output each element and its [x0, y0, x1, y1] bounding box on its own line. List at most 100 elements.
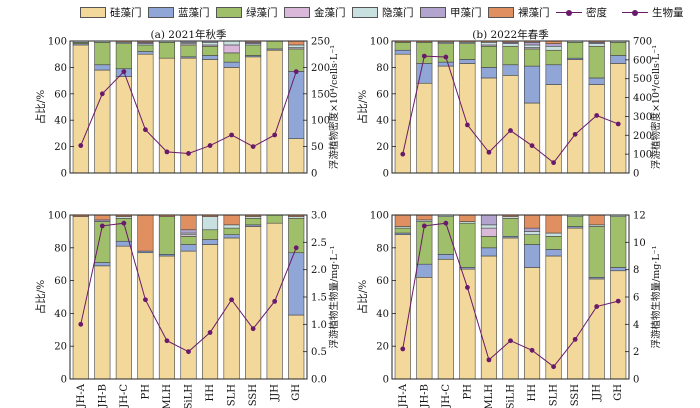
bar-segment — [588, 45, 605, 79]
legend-swatch — [284, 7, 310, 18]
legend-label: 硅藻门 — [110, 7, 142, 19]
y2-axis-label: 浮游植物密度×10⁴/cells·L⁻¹ — [650, 45, 662, 169]
bar-segment — [201, 216, 219, 231]
bar-segment — [201, 42, 219, 46]
y2-tick-label: 200 — [311, 63, 330, 74]
bar-segment — [588, 77, 605, 85]
bar-segment — [158, 216, 176, 255]
bar-segment — [523, 65, 541, 104]
bar-segment — [266, 49, 283, 174]
bar-segment — [545, 45, 562, 51]
bar-segment — [437, 258, 454, 380]
bar-segment — [480, 247, 498, 257]
bar-segment — [394, 49, 411, 55]
bar-segment — [502, 237, 519, 380]
bar-segment — [394, 234, 411, 380]
bar-segment — [545, 214, 562, 234]
y-axis-label: 占比/% — [34, 90, 47, 125]
y-tick-label: 100 — [48, 37, 67, 48]
y2-tick-label: 300 — [633, 112, 652, 123]
bar-segment — [480, 227, 498, 237]
y-tick-label: 60 — [54, 276, 67, 287]
x-tick-label: JH-C — [119, 384, 130, 408]
legend-label: 甲藻门 — [450, 7, 482, 19]
bar-segment — [158, 255, 176, 380]
line-point — [465, 285, 470, 290]
x-tick-label: JJH — [592, 384, 603, 402]
bar-segment — [545, 43, 562, 47]
bar-segment — [137, 214, 154, 252]
line-point — [99, 91, 105, 97]
y2-tick-label: 2 — [633, 347, 639, 358]
legend-item-chlorophyta: 绿藻门 — [216, 6, 278, 19]
bar-segment — [180, 236, 197, 245]
y-tick-label: 0 — [61, 169, 67, 180]
legend-item-cyanobacteria: 蓝藻门 — [148, 6, 210, 19]
line-point — [229, 297, 234, 303]
y-tick-label: 40 — [376, 309, 389, 320]
bar-segment — [545, 236, 562, 250]
chart-panel-top-right: 0 20 40 60 80 100 0 100 200 300 400 500 600 700 占比/% 浮游… — [356, 28, 662, 180]
bar-segment — [288, 48, 305, 72]
bar-segment — [545, 249, 562, 257]
line-point — [250, 144, 256, 150]
bar-segment — [201, 45, 219, 56]
bar-segment — [502, 45, 519, 66]
line-point — [186, 151, 191, 156]
line-point — [551, 160, 556, 166]
bar-segment — [223, 224, 240, 229]
y2-tick-label: 0 — [633, 375, 639, 386]
bar-segment — [502, 217, 519, 237]
legend-swatch — [420, 7, 446, 18]
bar-segment — [266, 214, 283, 224]
legend-item-biomass: 生物量 — [622, 6, 684, 19]
y-tick-label: 20 — [376, 342, 389, 353]
y-axis-label: 占比/% — [356, 90, 369, 125]
x-tick-label: GH — [291, 384, 302, 401]
y-tick-label: 100 — [370, 211, 389, 222]
y-tick-label: 40 — [54, 309, 67, 320]
line-point — [272, 132, 278, 138]
bar-segment — [588, 226, 605, 278]
x-tick-label: MLH — [162, 384, 173, 408]
bar-segment — [288, 40, 305, 46]
bar-segment — [288, 314, 305, 380]
y-tick-label: 100 — [48, 211, 67, 222]
bar-segment — [523, 244, 541, 268]
chart-panel-bottom-right: 0 20 40 60 80 100 0 2 4 6 8 10 12 占比/% 浮游植物生物量/mg·L⁻¹ J… — [356, 211, 662, 408]
y2-tick-label: 250 — [311, 37, 330, 48]
legend-label: 绿藻门 — [246, 7, 278, 19]
y-tick-label: 0 — [383, 169, 389, 180]
legend-swatch — [216, 7, 242, 18]
line-point — [293, 245, 299, 251]
bar-segment — [588, 278, 605, 380]
bar-segment — [245, 56, 262, 174]
y-tick-label: 80 — [54, 63, 67, 74]
panel-title: (a) 2021年秋季 — [150, 28, 227, 41]
bar-segment — [245, 226, 262, 380]
line-point — [229, 132, 234, 138]
bar-segment — [115, 76, 132, 174]
bar-segment — [201, 229, 219, 240]
bar-segment — [201, 55, 219, 60]
bar-segment — [480, 67, 498, 79]
line-point — [508, 338, 513, 344]
bar-segment — [523, 214, 541, 229]
line-point — [78, 143, 84, 148]
bar-segment — [523, 234, 541, 245]
bar-segment — [567, 42, 584, 59]
bar-segment — [394, 227, 411, 234]
y2-tick-label: 150 — [311, 89, 330, 100]
bar-segment — [567, 216, 584, 227]
bar-segment — [94, 262, 111, 267]
bar-segment — [588, 43, 605, 47]
bar-segment — [610, 216, 627, 268]
bar-segment — [158, 42, 176, 59]
y2-tick-label: 2.5 — [311, 238, 327, 249]
legend-swatch — [80, 7, 106, 18]
line-point — [293, 69, 299, 75]
bar-segment — [223, 44, 240, 54]
line-point — [443, 54, 449, 60]
y2-tick-label: 0 — [311, 169, 317, 180]
